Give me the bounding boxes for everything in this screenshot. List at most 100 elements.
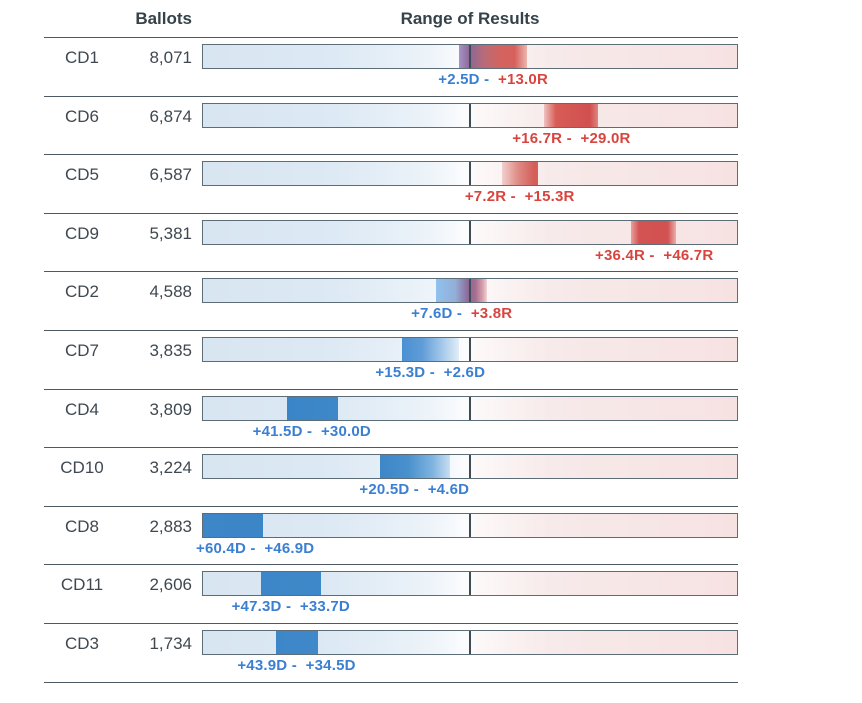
range-bar[interactable] (202, 629, 738, 655)
range-highlight[interactable] (543, 103, 598, 127)
range-column-header: Range of Results (400, 9, 540, 28)
table-row: CD11 2,606 +47.3D - +33.7D (44, 565, 738, 624)
range-dash: - (287, 656, 306, 674)
range-highlight[interactable] (286, 396, 338, 420)
table-row: CD1 8,071 +2.5D - +13.0R (44, 38, 738, 97)
range-bar-area: +36.4R - +46.7R (202, 219, 738, 270)
range-dash: - (645, 246, 664, 264)
range-min-value: +47.3D (231, 598, 282, 616)
range-min-value: +20.5D (359, 481, 410, 499)
range-label: +7.2R - +15.3R (465, 188, 575, 205)
range-min-value: +41.5D (252, 422, 303, 440)
range-bar[interactable] (202, 395, 738, 421)
ballots-count: 3,224 (149, 458, 192, 478)
table-row: CD6 6,874 +16.7R - +29.0R (44, 97, 738, 156)
zero-divider-line (469, 337, 471, 361)
range-min-value: +60.4D (196, 539, 246, 557)
range-highlight[interactable] (630, 220, 677, 244)
table-row: CD10 3,224 +20.5D - +4.6D (44, 448, 738, 507)
range-bar[interactable] (202, 512, 738, 538)
zero-divider-line (469, 162, 471, 186)
zero-divider-line (469, 45, 471, 68)
range-label: +2.5D - +13.0R (438, 71, 548, 88)
range-max-value: +15.3R (524, 188, 575, 206)
range-bar-area: +43.9D - +34.5D (202, 629, 738, 680)
range-min-value: +16.7R (512, 129, 563, 147)
table-row: CD7 3,835 +15.3D - +2.6D (44, 331, 738, 390)
range-min-value: +2.5D (438, 71, 480, 88)
ballots-count: 6,874 (149, 106, 192, 126)
district-label: CD10 (60, 458, 104, 478)
range-label: +41.5D - +30.0D (253, 423, 371, 440)
range-min-value: +36.4R (595, 246, 646, 264)
ballots-count: 2,883 (149, 516, 192, 536)
range-bar-area: +41.5D - +30.0D (202, 395, 738, 446)
range-highlight[interactable] (436, 279, 487, 303)
range-bar[interactable] (202, 219, 738, 245)
table-row: CD9 5,381 +36.4R - +46.7R (44, 214, 738, 273)
range-bar-area: +15.3D - +2.6D (202, 336, 738, 387)
range-max-value: +30.0D (320, 422, 371, 440)
range-bar-area: +60.4D - +46.9D (196, 512, 738, 563)
range-label: +20.5D - +4.6D (359, 481, 469, 498)
ballots-count: 8,071 (149, 48, 192, 67)
ballots-count: 3,809 (149, 399, 192, 419)
range-highlight[interactable] (458, 45, 528, 68)
ballots-count: 2,606 (149, 575, 192, 595)
range-max-value: +3.8R (470, 305, 513, 323)
range-highlight[interactable] (203, 513, 264, 537)
range-bar[interactable] (202, 571, 738, 597)
range-highlight[interactable] (379, 455, 450, 479)
range-max-value: +4.6D (427, 481, 470, 499)
range-dash: - (479, 71, 499, 88)
rows-container: CD1 8,071 +2.5D - +13.0R CD6 6,874 +16.7… (44, 37, 738, 683)
district-label: CD8 (64, 516, 99, 536)
results-chart: Ballots Range of Results CD1 8,071 +2.5D… (44, 0, 738, 683)
district-label: CD4 (64, 399, 99, 419)
ballots-column-header: Ballots (135, 9, 192, 28)
table-row: CD3 1,734 +43.9D - +34.5D (44, 624, 738, 683)
range-max-value: +46.9D (264, 539, 315, 557)
range-highlight[interactable] (501, 162, 538, 186)
range-bar[interactable] (202, 336, 738, 362)
zero-divider-line (469, 279, 471, 303)
range-label: +60.4D - +46.9D (196, 540, 314, 557)
range-min-value: +15.3D (375, 363, 426, 381)
ballots-count: 1,734 (149, 633, 192, 653)
district-label: CD7 (64, 340, 99, 360)
range-bar[interactable] (202, 161, 738, 187)
range-bar[interactable] (202, 44, 738, 69)
range-highlight[interactable] (402, 337, 459, 361)
range-label: +47.3D - +33.7D (232, 598, 350, 615)
ballots-count: 4,588 (149, 282, 192, 302)
range-max-value: +2.6D (443, 363, 486, 381)
range-highlight[interactable] (276, 630, 318, 654)
range-dash: - (302, 422, 321, 440)
range-bar-area: +2.5D - +13.0R (202, 44, 738, 94)
district-label: CD6 (64, 106, 99, 126)
zero-divider-line (469, 572, 471, 596)
range-bar-area: +7.6D - +3.8R (202, 278, 738, 328)
range-dash: - (425, 363, 444, 381)
district-label: CD1 (64, 48, 99, 67)
range-max-value: +13.0R (498, 71, 549, 88)
district-label: CD11 (60, 575, 104, 595)
range-label: +16.7R - +29.0R (512, 130, 630, 147)
district-label: CD2 (64, 282, 99, 302)
range-dash: - (281, 598, 300, 616)
range-dash: - (562, 129, 581, 147)
range-bar[interactable] (202, 102, 738, 128)
range-max-value: +29.0R (580, 129, 631, 147)
chart-header: Ballots Range of Results (44, 0, 738, 37)
zero-divider-line (469, 455, 471, 479)
range-bar[interactable] (202, 278, 738, 304)
range-highlight[interactable] (261, 572, 322, 596)
range-label: +15.3D - +2.6D (375, 364, 485, 381)
zero-divider-line (469, 103, 471, 127)
range-label: +36.4R - +46.7R (595, 247, 713, 264)
range-bar[interactable] (202, 454, 738, 480)
range-min-value: +7.2R (464, 188, 507, 206)
range-bar-area: +47.3D - +33.7D (202, 571, 738, 621)
zero-divider-line (469, 513, 471, 537)
range-bar-area: +20.5D - +4.6D (202, 454, 738, 504)
